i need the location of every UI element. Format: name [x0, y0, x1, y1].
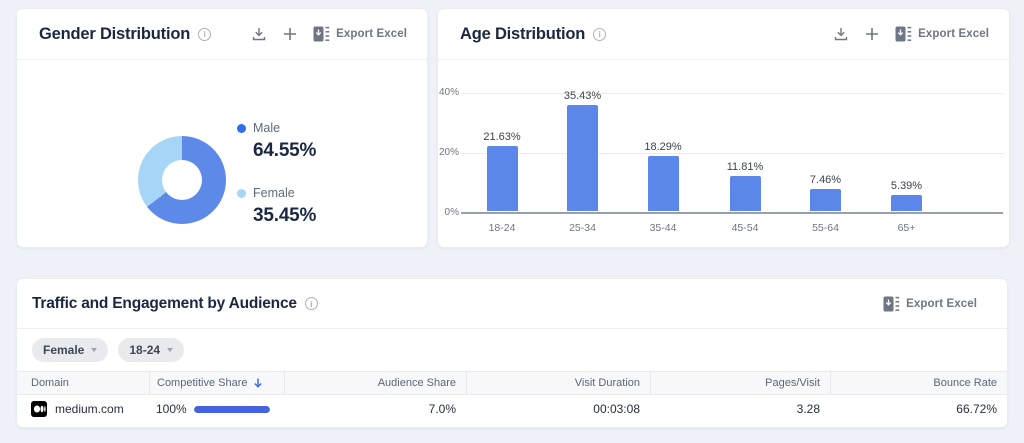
audience-share-cell: 7.0%: [428, 402, 456, 416]
bar[interactable]: [810, 189, 841, 211]
gender-donut-chart[interactable]: [138, 136, 226, 224]
bar-group-65-plus: 5.39% 65+: [866, 180, 947, 234]
female-value: 35.45%: [253, 205, 317, 226]
bar[interactable]: [486, 146, 518, 211]
bar-value-label: 7.46%: [809, 174, 842, 186]
bar-value-label: 18.29%: [644, 141, 682, 153]
table-card-actions: Export Excel: [883, 296, 977, 312]
gender-distribution-card: Gender Distribution: [16, 8, 428, 248]
table-card-header: Traffic and Engagement by Audience Expor…: [17, 279, 1007, 329]
male-legend-dot: [237, 123, 246, 133]
download-button[interactable]: [833, 26, 849, 42]
table-card-title: Traffic and Engagement by Audience: [32, 294, 297, 312]
chevron-down-icon: [167, 348, 174, 352]
visit-duration-cell: 00:03:08: [593, 402, 640, 416]
age-card-actions: Export Excel: [833, 26, 989, 42]
gender-filter-label: Female: [43, 343, 85, 357]
gender-card-title: Gender Distribution: [39, 24, 191, 43]
add-to-dashboard-button[interactable]: [865, 27, 879, 41]
x-axis-label: 18-24: [488, 222, 516, 234]
plus-icon: [866, 28, 879, 40]
bar-value-label: 35.43%: [563, 90, 602, 102]
column-header-pages-visit[interactable]: Pages/Visit: [650, 372, 830, 394]
export-excel-label: Export Excel: [336, 28, 407, 40]
chevron-down-icon: [91, 348, 98, 352]
gridline: [461, 153, 1003, 154]
y-axis-tick: 40%: [438, 87, 459, 98]
legend-item-male: Male 64.55%: [237, 121, 316, 162]
column-header-competitive-share[interactable]: Competitive Share: [149, 372, 284, 394]
x-axis-label: 45-54: [731, 222, 759, 234]
bar-group-18-24: 21.63% 18-24: [462, 131, 543, 234]
competitive-share-bar-fill: [193, 405, 270, 413]
age-distribution-card: Age Distribution: [437, 8, 1010, 248]
x-axis-label: 35-44: [649, 222, 677, 234]
domain-cell[interactable]: medium.com: [17, 395, 149, 423]
table-row[interactable]: medium.com 100% 7.0% 00:03:08 3.28 66.72…: [17, 395, 1007, 423]
bar-value-label: 5.39%: [890, 180, 923, 192]
age-filter-dropdown[interactable]: 18-24: [118, 338, 185, 362]
bar-group-25-34: 35.43% 25-34: [542, 90, 623, 234]
column-header-audience-share[interactable]: Audience Share: [284, 372, 466, 394]
x-axis-label: 65+: [897, 222, 916, 234]
y-axis-tick: 0%: [444, 207, 459, 218]
export-excel-button[interactable]: Export Excel: [895, 26, 989, 42]
age-card-header: Age Distribution: [438, 9, 1009, 60]
gender-filter-dropdown[interactable]: Female: [32, 338, 109, 362]
gender-card-actions: Export Excel: [251, 26, 407, 42]
male-value: 64.55%: [253, 140, 317, 161]
excel-export-icon: [313, 26, 330, 42]
bar-group-55-64: 7.46% 55-64: [785, 174, 866, 234]
bar[interactable]: [647, 156, 679, 211]
gender-card-header: Gender Distribution: [17, 9, 427, 60]
add-to-dashboard-button[interactable]: [283, 27, 297, 41]
column-header-bounce-rate[interactable]: Bounce Rate: [830, 372, 1007, 394]
x-axis-label: 25-34: [569, 222, 596, 234]
column-header-visit-duration[interactable]: Visit Duration: [466, 372, 650, 394]
download-icon: [252, 28, 266, 41]
legend-item-female: Female 35.45%: [237, 186, 316, 227]
female-legend-label: Female: [253, 186, 295, 200]
info-icon[interactable]: [198, 27, 212, 41]
domain-name: medium.com: [55, 402, 124, 416]
info-icon[interactable]: [304, 297, 318, 310]
audience-filter-row: Female 18-24: [17, 329, 1007, 371]
x-axis-line: [461, 212, 1003, 214]
age-filter-label: 18-24: [129, 343, 161, 357]
bar-group-35-44: 18.29% 35-44: [623, 141, 704, 234]
bar[interactable]: [891, 195, 922, 211]
y-axis-tick: 20%: [438, 147, 459, 158]
bar-value-label: 11.81%: [726, 161, 764, 173]
competitive-share-value: 100%: [156, 402, 187, 416]
competitive-share-cell: 100%: [149, 395, 284, 423]
download-button[interactable]: [251, 26, 267, 42]
bar-group-45-54: 11.81% 45-54: [705, 161, 786, 234]
x-axis-label: 55-64: [812, 222, 839, 234]
sort-desc-icon: [253, 377, 263, 389]
export-excel-label: Export Excel: [906, 297, 977, 310]
gender-legend: Male 64.55% Female 35.45%: [237, 121, 316, 227]
excel-export-icon: [883, 296, 900, 311]
pages-per-visit-cell: 3.28: [796, 402, 820, 416]
age-card-title: Age Distribution: [460, 24, 586, 43]
table-header-row: Domain Competitive Share Audience Share …: [17, 371, 1007, 395]
bar[interactable]: [567, 105, 598, 211]
medium-favicon: [31, 401, 47, 417]
export-excel-label: Export Excel: [918, 28, 989, 40]
bar-value-label: 21.63%: [483, 131, 521, 143]
export-excel-button[interactable]: Export Excel: [313, 26, 407, 42]
female-legend-dot: [237, 188, 246, 198]
bounce-rate-cell: 66.72%: [956, 402, 997, 416]
download-icon: [834, 28, 848, 41]
excel-export-icon: [895, 26, 912, 42]
gridline: [461, 93, 1003, 94]
column-header-domain[interactable]: Domain: [31, 377, 69, 389]
export-excel-button[interactable]: Export Excel: [883, 296, 977, 312]
info-icon[interactable]: [593, 27, 607, 41]
bar[interactable]: [729, 176, 761, 211]
competitive-share-bar: [193, 405, 270, 413]
plus-icon: [284, 28, 297, 40]
traffic-engagement-card: Traffic and Engagement by Audience Expor…: [16, 278, 1008, 428]
male-legend-label: Male: [253, 121, 281, 135]
